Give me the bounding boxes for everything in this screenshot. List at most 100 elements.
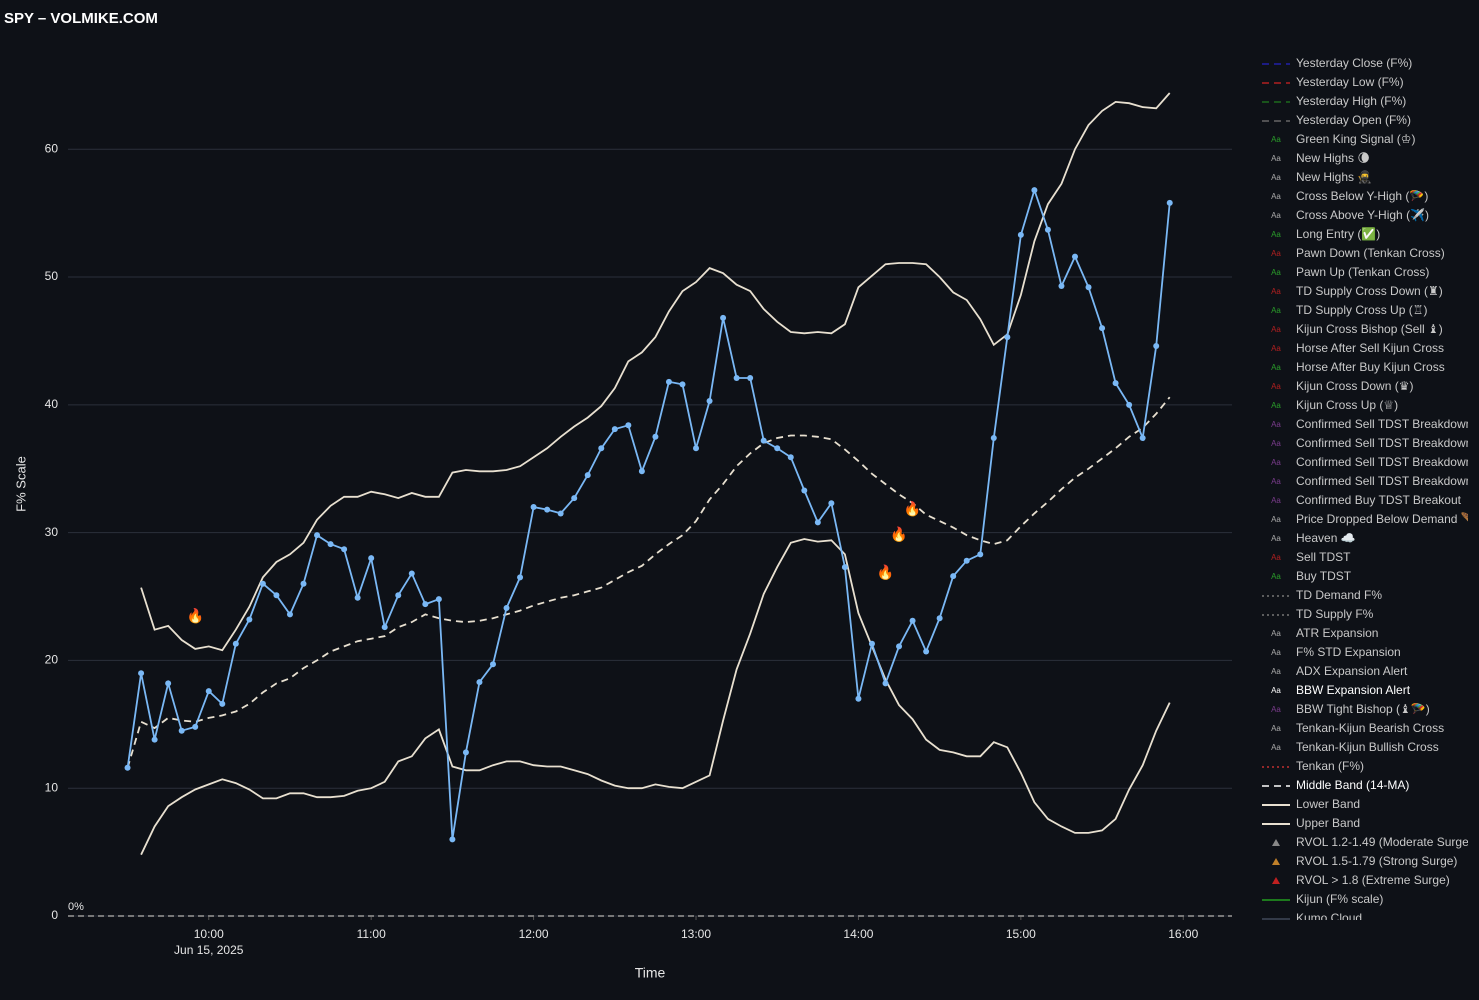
data-point: [584, 472, 591, 479]
data-point: [489, 661, 496, 668]
data-point: [693, 445, 700, 452]
data-point: [286, 611, 293, 618]
legend-label: Yesterday Low (F%): [1296, 75, 1404, 89]
legend-label: F% STD Expansion: [1296, 645, 1401, 659]
legend-symbol: Aa: [1271, 572, 1281, 581]
legend-label: Heaven ☁️: [1296, 531, 1356, 545]
data-point: [1071, 253, 1078, 260]
data-point: [178, 727, 185, 734]
data-point: [909, 617, 916, 624]
x-date-label: Jun 15, 2025: [174, 943, 244, 957]
legend-label: Horse After Buy Kijun Cross: [1296, 360, 1445, 374]
series-line: [140, 92, 1171, 652]
data-point: [476, 679, 483, 686]
legend-label: Kumo Cloud: [1296, 911, 1362, 925]
legend-label: Cross Below Y-High (🪂): [1296, 189, 1428, 203]
data-point: [1126, 401, 1133, 408]
data-point: [665, 378, 672, 385]
legend-label: Confirmed Sell TDST Breakdown: [1296, 417, 1472, 431]
data-point: [354, 594, 361, 601]
legend-symbol: Aa: [1271, 667, 1281, 676]
data-point: [1017, 231, 1024, 238]
legend-symbol: [1272, 858, 1280, 865]
legend-symbol: Aa: [1271, 401, 1281, 410]
data-point: [733, 374, 740, 381]
series-line: [126, 187, 1171, 840]
data-point: [611, 426, 618, 433]
legend-label: Green King Signal (♔): [1296, 132, 1415, 146]
legend-label: New Highs 🌘: [1296, 151, 1370, 165]
legend-symbol: Aa: [1271, 268, 1281, 277]
legend-label: Yesterday Close (F%): [1296, 56, 1412, 70]
legend-label: BBW Tight Bishop (♝🪂): [1296, 702, 1430, 716]
data-point: [598, 445, 605, 452]
legend-label: Lower Band: [1296, 797, 1360, 811]
legend-symbol: Aa: [1271, 420, 1281, 429]
data-point: [1058, 282, 1065, 289]
legend-label: BBW Expansion Alert: [1296, 683, 1411, 697]
data-point: [950, 573, 957, 580]
y-tick-label: 40: [45, 397, 59, 411]
data-point: [896, 643, 903, 650]
legend-label: Tenkan (F%): [1296, 759, 1364, 773]
data-point: [1153, 343, 1160, 350]
data-point: [395, 592, 402, 599]
annotation: 🔥: [187, 608, 204, 625]
legend-label: TD Supply F%: [1296, 607, 1374, 621]
data-point: [341, 546, 348, 553]
data-point: [963, 557, 970, 564]
data-point: [246, 616, 253, 623]
legend-label: Horse After Sell Kijun Cross: [1296, 341, 1444, 355]
x-tick-label: 15:00: [1006, 927, 1036, 941]
data-point: [936, 615, 943, 622]
legend-symbol: Aa: [1271, 306, 1281, 315]
x-tick-label: 16:00: [1168, 927, 1198, 941]
data-point: [327, 541, 334, 548]
data-point: [165, 680, 172, 687]
legend: Yesterday Close (F%) Yesterday Low (F%) Ye…: [1262, 56, 1476, 925]
data-point: [449, 836, 456, 843]
y-tick-label: 30: [45, 525, 59, 539]
legend-symbol: Aa: [1271, 192, 1281, 201]
data-point: [205, 688, 212, 695]
legend-label: Long Entry (✅): [1296, 227, 1380, 241]
legend-symbol: Aa: [1271, 249, 1281, 258]
legend-symbol: Aa: [1271, 629, 1281, 638]
data-point: [760, 437, 767, 444]
legend-label: Cross Above Y-High (✈️): [1296, 207, 1429, 222]
data-point: [652, 433, 659, 440]
legend-label: TD Demand F%: [1296, 588, 1382, 602]
legend-symbol: Aa: [1271, 477, 1281, 486]
grid: 0 10 20 30 40 50 60 10:00 Jun 15, 2025 11:00 12:00…: [45, 141, 1232, 957]
y-axis-label: F% Scale: [13, 456, 28, 512]
legend-label: Yesterday High (F%): [1296, 94, 1406, 108]
data-point: [679, 381, 686, 388]
y-tick-label: 60: [45, 141, 59, 155]
legend-label: Confirmed Sell TDST Breakdown: [1296, 474, 1472, 488]
legend-label: Buy TDST: [1296, 569, 1352, 583]
legend-label: ATR Expansion: [1296, 626, 1378, 640]
annotation: 🔥: [877, 564, 894, 581]
legend-label: RVOL 1.2-1.49 (Moderate Surge): [1296, 835, 1473, 849]
legend-label: Kijun (F% scale): [1296, 892, 1383, 906]
legend-label: Confirmed Sell TDST Breakdown: [1296, 455, 1472, 469]
x-tick-label: 14:00: [843, 927, 873, 941]
data-point: [774, 445, 781, 452]
data-point: [124, 764, 131, 771]
data-point: [1139, 435, 1146, 442]
data-point: [151, 736, 158, 743]
data-point: [1166, 199, 1173, 206]
legend-symbol: Aa: [1271, 363, 1281, 372]
data-point: [259, 580, 266, 587]
legend-label: RVOL > 1.8 (Extreme Surge): [1296, 873, 1450, 887]
legend-symbol: Aa: [1271, 648, 1281, 657]
series-line: [126, 396, 1171, 769]
legend-label: Tenkan-Kijun Bearish Cross: [1296, 721, 1444, 735]
x-tick-label: 12:00: [519, 927, 549, 941]
legend-label: Price Dropped Below Demand 🪶: [1296, 511, 1476, 526]
data-point: [855, 695, 862, 702]
data-point: [544, 506, 551, 513]
data-point: [990, 435, 997, 442]
legend-label: Pawn Up (Tenkan Cross): [1296, 265, 1429, 279]
